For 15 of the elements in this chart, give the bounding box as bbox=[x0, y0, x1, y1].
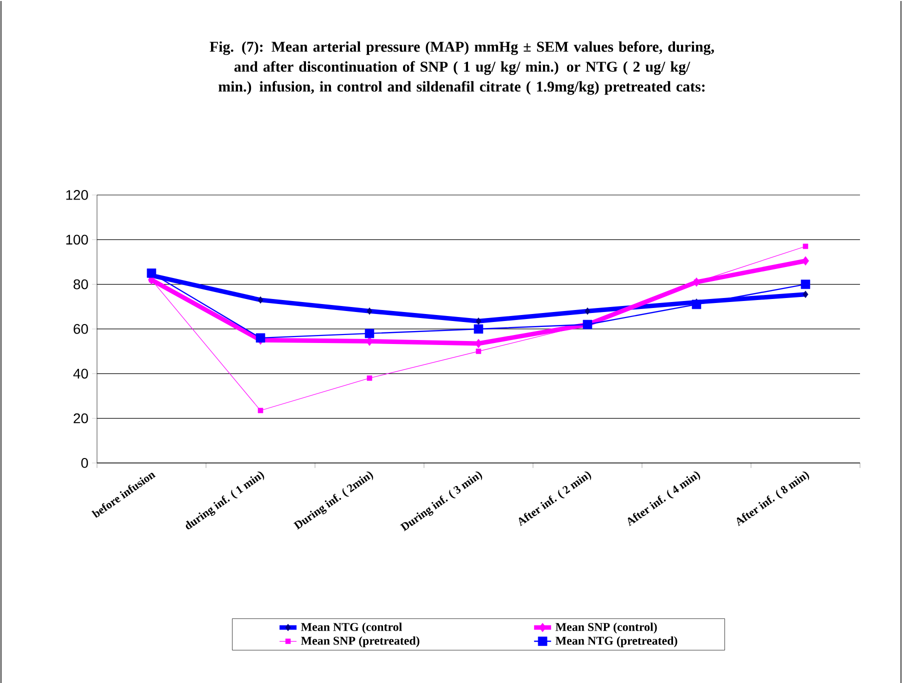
x-tick-label: After inf. ( 4 min) bbox=[628, 472, 700, 526]
x-tick-label: After inf. ( 2 min) bbox=[518, 472, 592, 526]
legend-label: Mean NTG (pretreated) bbox=[556, 636, 678, 648]
y-tick-label: 20 bbox=[74, 413, 88, 424]
y-tick-label: 100 bbox=[66, 234, 88, 245]
y-tick-label: 120 bbox=[66, 190, 88, 200]
y-tick-label: 60 bbox=[74, 324, 88, 334]
legend-label: Mean NTG (control bbox=[300, 622, 402, 634]
y-tick-label: 40 bbox=[73, 368, 88, 379]
y-tick-label: 80 bbox=[74, 279, 88, 290]
legend-label: Mean SNP (pretreated) bbox=[300, 636, 420, 648]
x-tick-label: After inf. ( 8 min) bbox=[736, 472, 810, 526]
legend-label: Mean SNP (control) bbox=[556, 622, 657, 634]
chart-title: Fig. (7): Mean arterial pressure (MAP) mmHg ± SEM values before, during, and after discontinuation of SNP ( 1 ug/ kg/ min.) or NTG ( 2 ug/ kg/ min.) infusion, in control and sildenafil citrate ( 1.9mg/kg) pretreated cats: bbox=[210, 41, 714, 95]
y-tick-label: 0 bbox=[81, 458, 88, 468]
